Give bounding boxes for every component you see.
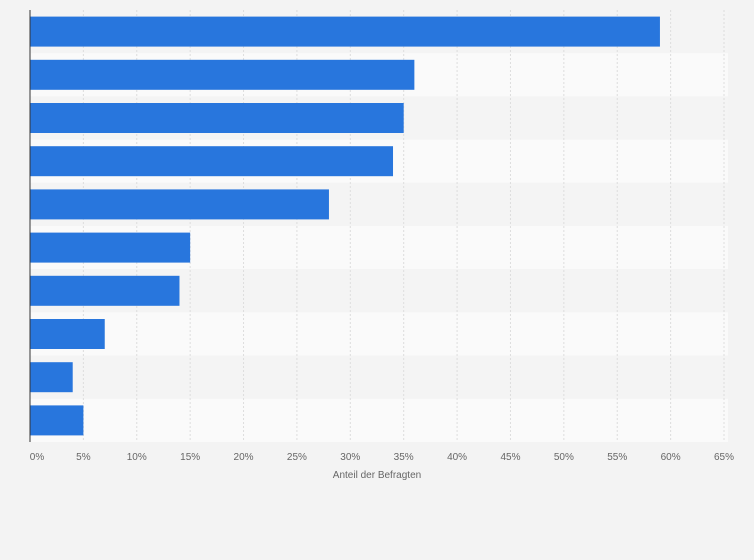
row-band [30, 398, 728, 442]
x-tick-label: 60% [661, 452, 681, 463]
bar [30, 319, 105, 349]
x-tick-label: 15% [180, 452, 200, 463]
x-tick-label: 0% [30, 452, 45, 463]
x-tick-label: 25% [287, 452, 307, 463]
x-tick-label: 40% [447, 452, 467, 463]
bar [30, 146, 394, 177]
x-axis-ticks: 0% 5% 10% 15% 20% 25% 30% 35% 40% 45% 50% 55% 60% 65% [30, 452, 734, 463]
bar [30, 103, 404, 133]
x-axis-title: Anteil der Befragten [333, 470, 421, 481]
x-tick-label: 10% [127, 452, 147, 463]
x-tick-label: 5% [76, 452, 91, 463]
x-tick-label: 45% [500, 452, 520, 463]
bar [30, 189, 329, 220]
row-band [30, 312, 728, 356]
bar [30, 275, 180, 306]
row-band [30, 355, 728, 399]
x-tick-label: 35% [394, 452, 414, 463]
bar [30, 59, 415, 90]
x-tick-label: 30% [340, 452, 360, 463]
bar [30, 362, 73, 393]
bar [30, 232, 191, 263]
x-tick-label: 65% [714, 452, 734, 463]
x-tick-label: 20% [234, 452, 254, 463]
bar [30, 405, 84, 436]
x-tick-label: 55% [607, 452, 627, 463]
bars [30, 16, 660, 436]
bar [30, 16, 660, 47]
x-tick-label: 50% [554, 452, 574, 463]
